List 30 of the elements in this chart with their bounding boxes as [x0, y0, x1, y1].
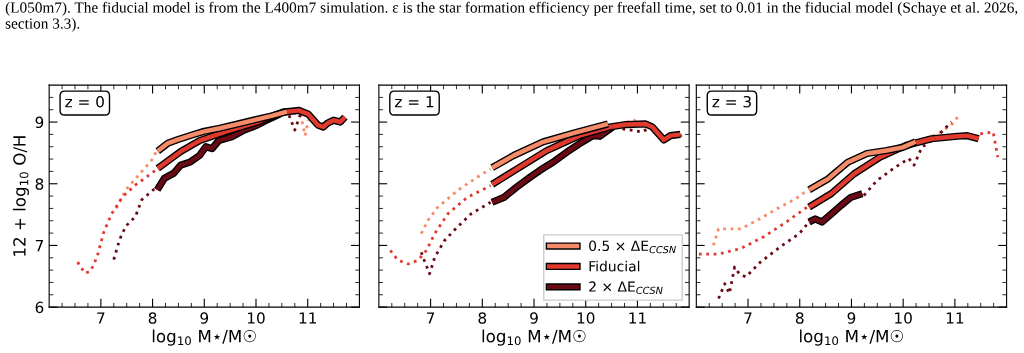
y-axis-title: 12 + log$_{10}$ O/H	[12, 136, 29, 256]
x-axis-title: log$_{10}$ M⋆/M☉	[152, 329, 256, 346]
legend-label: 2 × ΔE$_{CCSN}$	[589, 281, 663, 295]
legend-label: 0.5 × ΔE$_{CCSN}$	[589, 240, 676, 254]
x-tick-label: 8	[478, 312, 487, 324]
x-tick-label: 9	[200, 312, 209, 324]
x-tick-label: 8	[148, 312, 157, 324]
x-tick-label: 9	[530, 312, 538, 324]
x-tick-label: 11	[299, 312, 317, 324]
y-tick-label: 8	[35, 178, 44, 190]
x-tick-label: 10	[895, 312, 912, 324]
x-axis-title: log$_{10}$ M⋆/M☉	[800, 329, 903, 346]
x-tick-label: 9	[847, 312, 856, 324]
x-tick-label: 10	[247, 312, 265, 324]
x-tick-label: 10	[577, 312, 595, 324]
y-tick-label: 6	[35, 301, 44, 314]
x-tick-label: 7	[426, 312, 435, 324]
text: (L050m7). The fiducial model is from the L400m7 simulation. ε is the star formation efficiency per freefall time, set to 0.01 in the fiducial model (Schaye et al. 2026, section 3.3).	[5, 1, 1018, 32]
annotation: z = 0	[65, 95, 104, 108]
annotation: z = 3	[712, 95, 751, 108]
legend-label: Fiducial	[589, 260, 640, 272]
x-tick-label: 11	[629, 312, 646, 324]
x-tick-label: 8	[795, 312, 804, 324]
x-axis-title: log$_{10}$ M⋆/M☉	[482, 329, 586, 346]
y-tick-label: 7	[35, 240, 43, 252]
annotation: z = 1	[395, 96, 434, 108]
x-tick-label: 7	[744, 312, 752, 324]
x-tick-label: 7	[97, 312, 105, 324]
y-tick-label: 9	[35, 116, 44, 129]
x-tick-label: 11	[946, 312, 964, 324]
